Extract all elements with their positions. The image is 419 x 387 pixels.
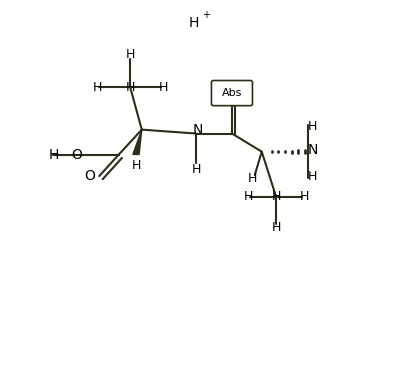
Text: O: O <box>72 148 83 162</box>
Text: H: H <box>125 48 135 62</box>
Text: O: O <box>84 169 95 183</box>
Text: Abs: Abs <box>222 88 242 98</box>
Text: N: N <box>308 143 318 157</box>
Text: H: H <box>49 148 59 162</box>
Text: H: H <box>125 80 135 94</box>
Text: +: + <box>202 10 210 21</box>
Text: H: H <box>191 163 201 176</box>
Text: H: H <box>308 170 317 183</box>
Polygon shape <box>133 130 142 154</box>
Text: H: H <box>308 120 317 133</box>
Text: H: H <box>272 221 281 234</box>
Text: H: H <box>131 159 141 172</box>
Text: H: H <box>189 16 199 30</box>
Text: H: H <box>272 190 281 203</box>
Text: H: H <box>300 190 309 203</box>
Text: N: N <box>193 123 203 137</box>
Text: H: H <box>93 80 102 94</box>
Text: H: H <box>158 80 168 94</box>
Text: H: H <box>243 190 253 203</box>
FancyBboxPatch shape <box>212 80 253 106</box>
Text: H: H <box>248 172 258 185</box>
